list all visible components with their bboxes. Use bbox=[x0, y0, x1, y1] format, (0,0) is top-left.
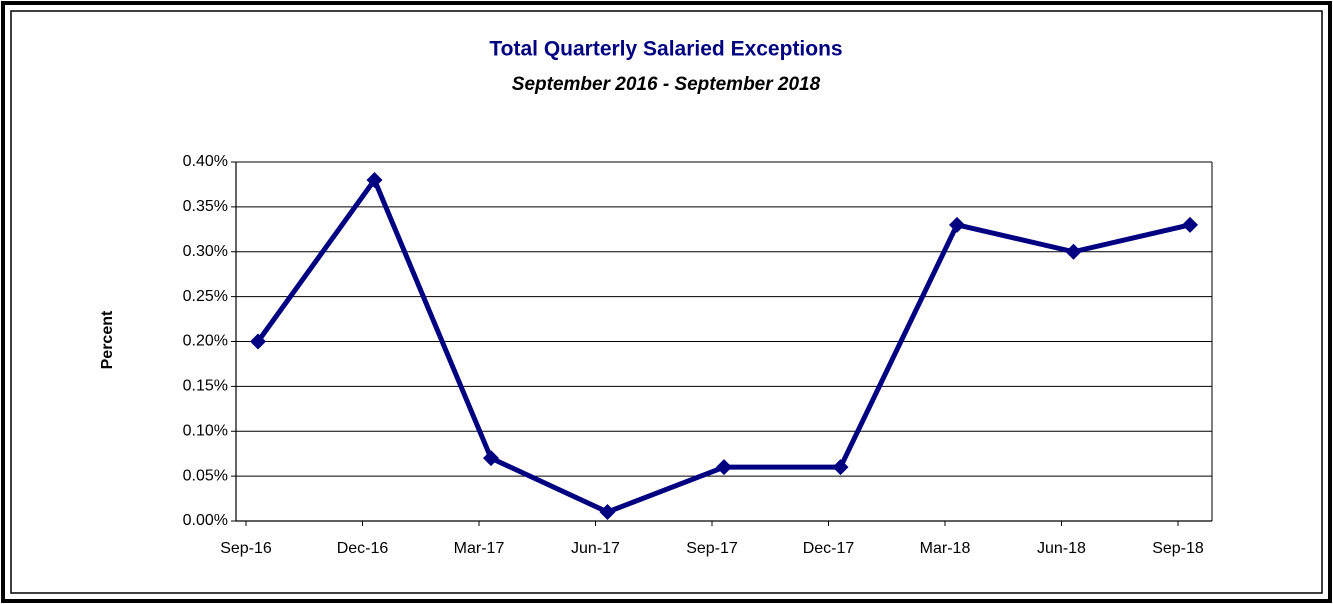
y-tick-label: 0.20% bbox=[183, 333, 228, 350]
x-tick-label: Dec-16 bbox=[337, 540, 389, 557]
data-point bbox=[716, 459, 732, 476]
y-tick-label: 0.40% bbox=[183, 153, 228, 170]
x-tick-label: Dec-17 bbox=[803, 540, 855, 557]
y-tick-label: 0.00% bbox=[183, 512, 228, 529]
x-tick-label: Jun-17 bbox=[571, 540, 620, 557]
data-point bbox=[1182, 216, 1198, 233]
data-point bbox=[250, 333, 266, 350]
inner-frame bbox=[10, 10, 1323, 594]
y-tick-label: 0.15% bbox=[183, 378, 228, 395]
y-tick-label: 0.05% bbox=[183, 467, 228, 484]
chart-subtitle: September 2016 - September 2018 bbox=[512, 74, 821, 95]
y-axis-label: Percent bbox=[99, 310, 116, 369]
x-tick-label: Sep-16 bbox=[220, 540, 272, 557]
chart-title: Total Quarterly Salaried Exceptions bbox=[489, 38, 842, 61]
x-tick-label: Sep-18 bbox=[1152, 540, 1204, 557]
y-tick-label: 0.30% bbox=[183, 243, 228, 260]
data-point bbox=[483, 450, 499, 467]
data-point bbox=[949, 216, 965, 233]
x-tick-label: Sep-17 bbox=[686, 540, 738, 557]
data-point bbox=[832, 459, 849, 476]
data-point bbox=[599, 504, 616, 521]
x-tick-label: Jun-18 bbox=[1037, 540, 1086, 557]
y-tick-label: 0.10% bbox=[183, 422, 228, 439]
x-tick-label: Mar-17 bbox=[454, 540, 505, 557]
x-tick-label: Mar-18 bbox=[920, 540, 971, 557]
y-tick-label: 0.35% bbox=[183, 198, 228, 215]
data-point bbox=[366, 171, 383, 188]
data-point bbox=[1065, 243, 1082, 260]
y-tick-label: 0.25% bbox=[183, 288, 228, 305]
